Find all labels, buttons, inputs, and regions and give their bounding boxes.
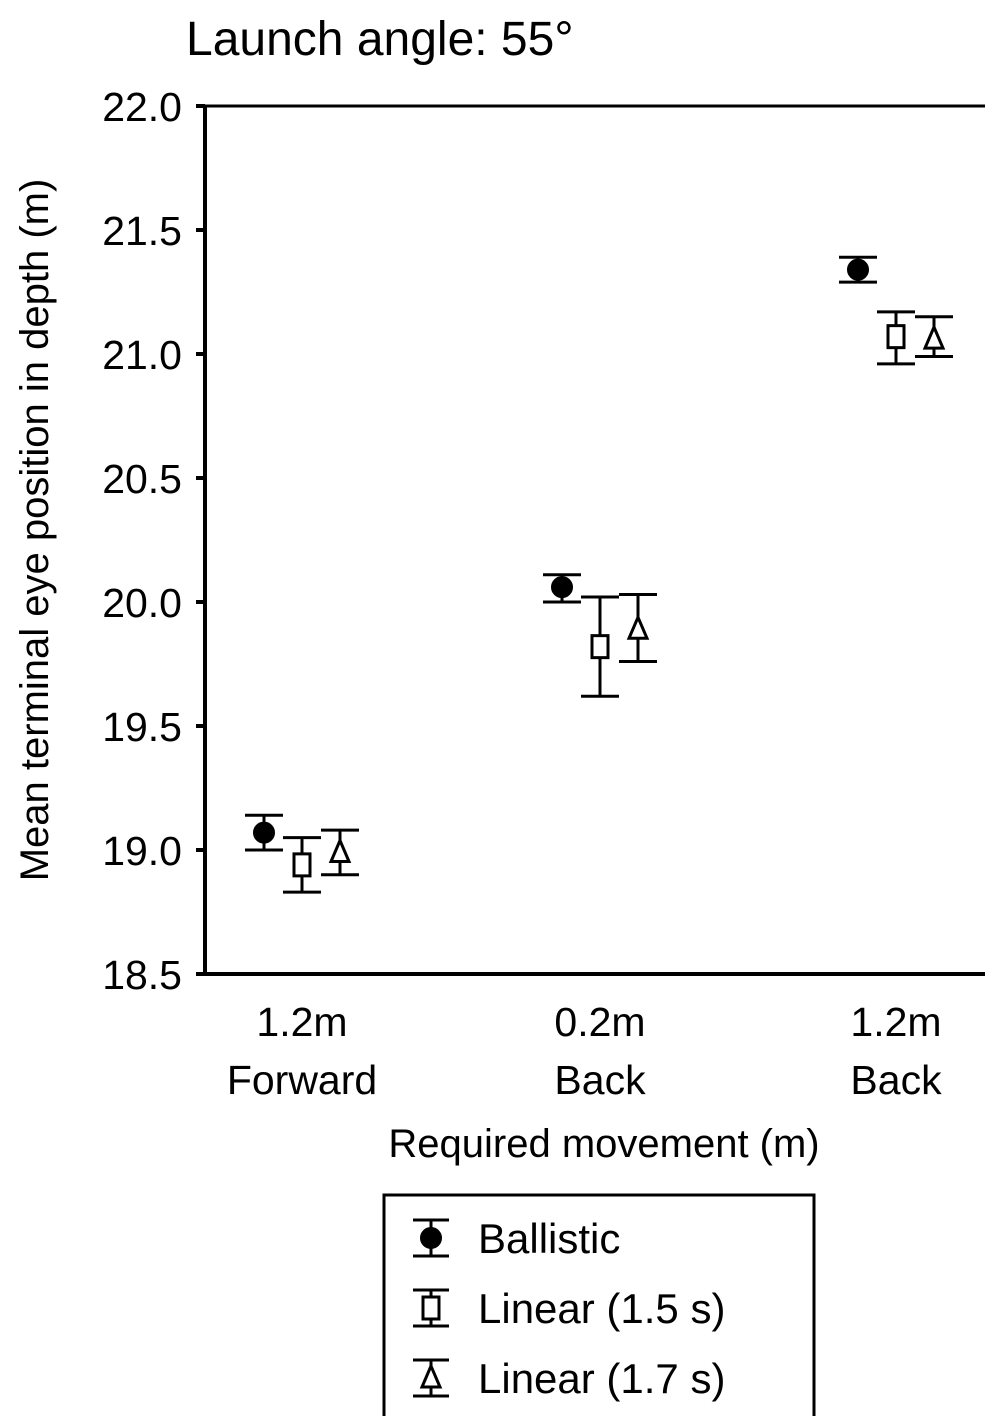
legend-marker	[419, 1362, 443, 1389]
y-tick-label: 22.0	[102, 84, 182, 130]
x-category-label-line1: 0.2m	[554, 999, 645, 1045]
series-open-square	[283, 310, 915, 894]
y-axis-label: Mean terminal eye position in depth (m)	[13, 179, 57, 882]
data-point	[590, 634, 610, 660]
y-axis: 18.5 19.0 19.5 20.0 20.5 21.0 21.5 22.0	[102, 84, 207, 998]
data-point	[292, 852, 312, 878]
data-series	[245, 255, 953, 894]
y-tick-label: 21.0	[102, 332, 182, 378]
data-point	[626, 613, 650, 640]
legend-items: Ballistic Linear (1.5 s) Linear (1.7 s)	[413, 1215, 725, 1402]
legend-label: Linear (1.5 s)	[478, 1285, 725, 1332]
data-point	[328, 836, 352, 863]
y-ticks: 18.5 19.0 19.5 20.0 20.5 21.0 21.5 22.0	[102, 84, 205, 998]
legend-item: Ballistic	[413, 1215, 620, 1262]
data-point	[551, 576, 573, 599]
legend-label: Ballistic	[478, 1215, 620, 1262]
legend-item: Linear (1.5 s)	[413, 1285, 725, 1332]
legend-box	[382, 1193, 816, 1416]
legend-marker	[421, 1295, 441, 1321]
series-open-triangle	[321, 315, 953, 877]
series-filled-circle	[245, 255, 877, 852]
legend-item: Linear (1.7 s)	[413, 1355, 725, 1402]
y-tick-label: 19.5	[102, 704, 182, 750]
x-category-label-line1: 1.2m	[256, 999, 347, 1045]
x-axis-label: Required movement (m)	[388, 1122, 819, 1166]
y-tick-label: 21.5	[102, 208, 182, 254]
x-category-labels: 1.2m Forward 0.2m Back 1.2m Back	[227, 999, 942, 1103]
x-category-label-line2: Back	[850, 1057, 942, 1103]
y-tick-label: 20.0	[102, 580, 182, 626]
x-category-label-line1: 1.2m	[850, 999, 941, 1045]
data-point	[886, 324, 906, 350]
chart-title: Launch angle: 55°	[186, 13, 574, 66]
data-point	[847, 258, 869, 281]
y-tick-label: 19.0	[102, 828, 182, 874]
x-category-label-line2: Back	[554, 1057, 646, 1103]
x-category-label-line2: Forward	[227, 1057, 377, 1103]
y-tick-label: 18.5	[102, 952, 182, 998]
legend-marker	[420, 1227, 442, 1249]
y-tick-label: 20.5	[102, 456, 182, 502]
legend-label: Linear (1.7 s)	[478, 1355, 725, 1402]
data-point	[922, 323, 946, 350]
data-point	[253, 821, 275, 844]
legend: Ballistic Linear (1.5 s) Linear (1.7 s)	[382, 1193, 816, 1416]
